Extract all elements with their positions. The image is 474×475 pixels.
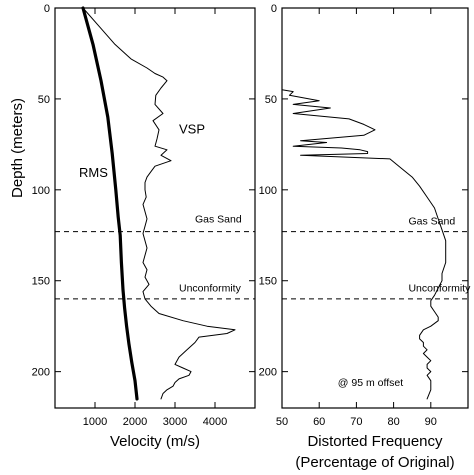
frequency-y-tick-label: 0: [271, 3, 277, 15]
velocity-reference-lines: [55, 231, 255, 300]
velocity-x-tick-label: 1000: [83, 416, 107, 428]
frequency-y-tick-label: 100: [259, 185, 277, 197]
velocity-y-tick-label: 50: [38, 94, 50, 106]
velocity-x-axis-title: Velocity (m/s): [110, 433, 200, 450]
velocity-x-tick-label: 4000: [203, 416, 227, 428]
frequency-annotation: @ 95 m offset: [338, 377, 403, 389]
velocity-x-tick-label: 2000: [123, 416, 147, 428]
frequency-annotation: Gas Sand: [408, 215, 455, 227]
velocity-annotation: RMS: [79, 165, 108, 180]
frequency-panel: 0 50 100 150 200 50 60 70 80 90 Gas Sand Unconfor…: [259, 3, 471, 471]
frequency-x-tick-label: 70: [350, 416, 362, 428]
velocity-series-line-1: [81, 6, 139, 401]
frequency-y-ticks: 0 50 100 150 200: [259, 3, 468, 379]
velocity-annotation: Gas Sand: [195, 214, 242, 226]
frequency-y-tick-label: 200: [259, 367, 277, 379]
velocity-annotation: Unconformity: [179, 283, 242, 295]
frequency-y-tick-label: 150: [259, 276, 277, 288]
frequency-annotations: Gas Sand Unconformity @ 95 m offset: [338, 215, 471, 389]
frequency-x-axis-subtitle: (Percentage of Original): [295, 454, 454, 471]
velocity-annotations: RMS VSP Gas Sand Unconformity: [79, 121, 242, 294]
frequency-x-tick-label: 90: [425, 416, 437, 428]
frequency-x-axis-title: Distorted Frequency: [307, 433, 443, 450]
frequency-x-tick-label: 60: [313, 416, 325, 428]
frequency-plot-frame: [281, 7, 469, 409]
velocity-y-tick-label: 200: [32, 367, 50, 379]
velocity-x-ticks: 1000 2000 3000 4000: [83, 8, 227, 428]
frequency-annotation: Unconformity: [408, 283, 471, 295]
frequency-series: [281, 7, 447, 400]
frequency-x-ticks: 50 60 70 80 90: [276, 8, 437, 428]
frequency-y-tick-label: 50: [265, 94, 277, 106]
velocity-y-tick-label: 100: [32, 185, 50, 197]
velocity-y-tick-label: 150: [32, 276, 50, 288]
frequency-x-tick-label: 80: [387, 416, 399, 428]
velocity-y-axis-title: Depth (meters): [9, 98, 26, 198]
frequency-x-tick-label: 50: [276, 416, 288, 428]
velocity-x-tick-label: 3000: [163, 416, 187, 428]
velocity-panel: 0 50 100 150 200 1000 2000 3000 4000 RMS VSP Gas …: [9, 3, 256, 450]
velocity-y-ticks: 0 50 100 150 200: [32, 3, 255, 379]
frequency-reference-lines: [282, 231, 468, 300]
frequency-series-line-1: [281, 7, 447, 400]
velocity-y-tick-label: 0: [44, 3, 50, 15]
velocity-plot-frame: [54, 7, 256, 409]
velocity-series-line-2: [82, 7, 236, 400]
velocity-series: [81, 6, 236, 401]
velocity-annotation: VSP: [179, 121, 205, 136]
